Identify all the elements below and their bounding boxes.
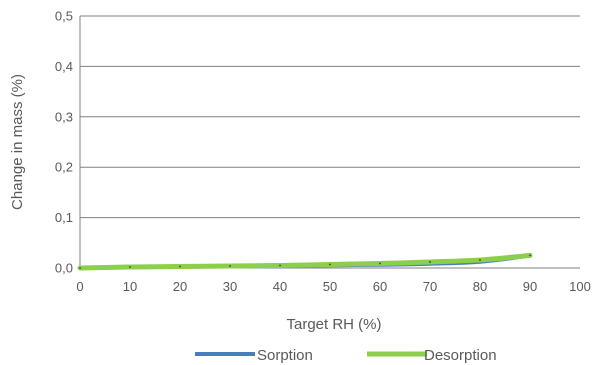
x-tick-label: 40 <box>273 279 287 294</box>
x-tick-label: 20 <box>173 279 187 294</box>
x-tick-label: 10 <box>123 279 137 294</box>
legend: Sorption Desorption <box>195 347 497 364</box>
y-tick-label: 0,2 <box>55 160 73 175</box>
data-point <box>329 263 331 266</box>
data-point <box>429 261 431 263</box>
x-tick-label: 50 <box>323 279 337 294</box>
y-tick-label: 0,0 <box>55 261 73 276</box>
x-tick-labels: 0 10 20 30 40 50 60 70 80 90 100 <box>76 279 590 294</box>
legend-label-sorption: Sorption <box>257 347 313 364</box>
y-tick-labels: 0,0 0,1 0,2 0,3 0,4 0,5 <box>55 9 73 276</box>
plot-series <box>77 252 533 271</box>
data-point <box>79 267 81 269</box>
y-axis-title: Change in mass (%) <box>9 74 26 210</box>
x-tick-label: 100 <box>569 279 591 294</box>
series-line-desorption <box>77 252 533 271</box>
x-tick-label: 60 <box>373 279 387 294</box>
x-axis-title: Target RH (%) <box>286 316 381 333</box>
x-tick-label: 0 <box>76 279 83 294</box>
data-point <box>279 264 281 267</box>
y-tick-label: 0,5 <box>55 9 73 24</box>
data-point <box>129 266 131 268</box>
data-point <box>479 259 481 261</box>
grid-lines <box>79 15 580 269</box>
x-tick-label: 80 <box>473 279 487 294</box>
y-tick-label: 0,4 <box>55 59 73 74</box>
data-point <box>379 262 381 265</box>
y-tick-label: 0,1 <box>55 210 73 225</box>
legend-label-desorption: Desorption <box>424 347 497 364</box>
data-point <box>529 254 531 257</box>
data-point <box>229 265 231 267</box>
x-tick-label: 30 <box>223 279 237 294</box>
y-tick-label: 0,3 <box>55 109 73 124</box>
data-point <box>179 265 181 268</box>
x-tick-label: 90 <box>523 279 537 294</box>
x-tick-label: 70 <box>423 279 437 294</box>
